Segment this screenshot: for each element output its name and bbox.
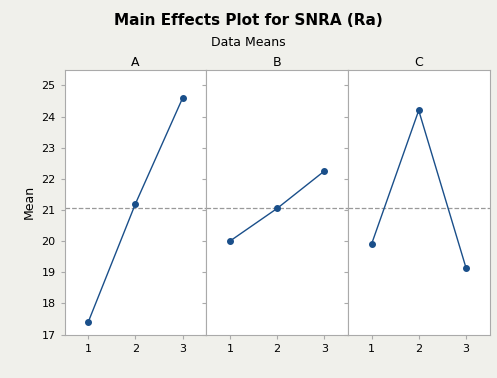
Title: A: A (131, 56, 140, 69)
Text: Data Means: Data Means (211, 36, 286, 49)
Y-axis label: Mean: Mean (23, 185, 36, 219)
Title: B: B (273, 56, 281, 69)
Title: C: C (414, 56, 423, 69)
Text: Main Effects Plot for SNRA (Ra): Main Effects Plot for SNRA (Ra) (114, 13, 383, 28)
